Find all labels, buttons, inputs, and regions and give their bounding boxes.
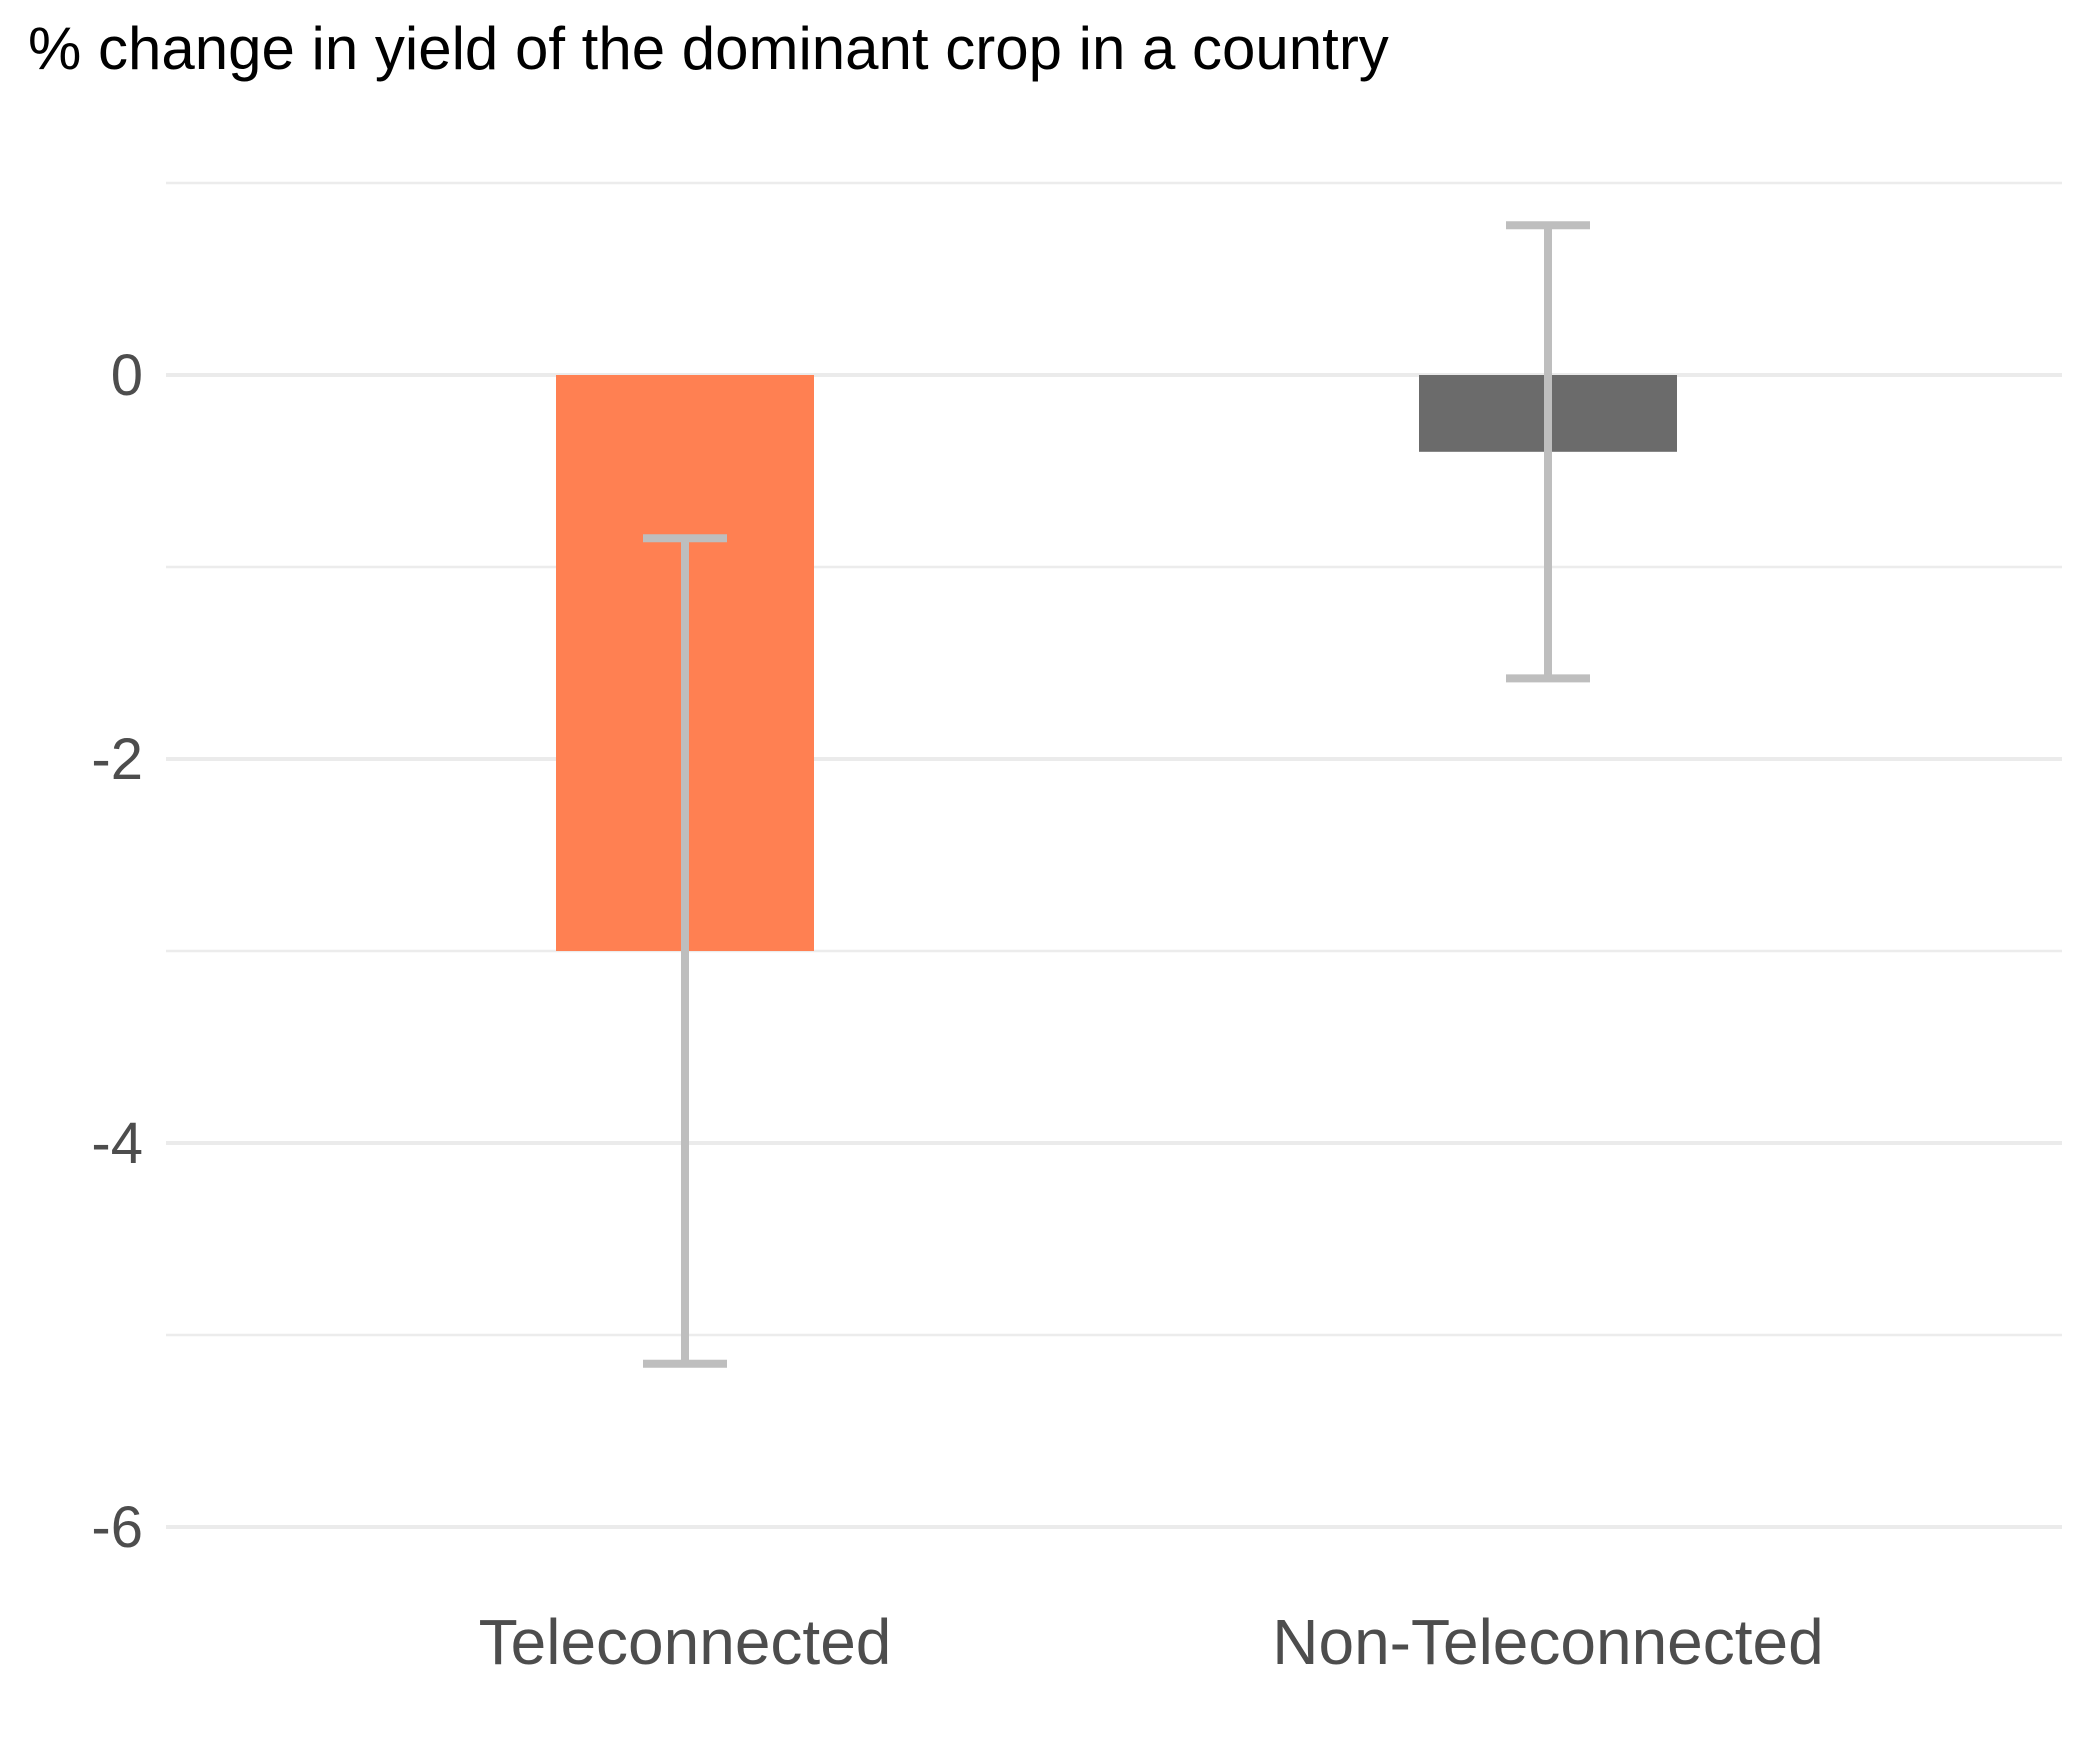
- x-tick-label: Teleconnected: [479, 1606, 892, 1678]
- x-tick-label: Non-Teleconnected: [1272, 1606, 1823, 1678]
- y-tick-label: 0: [111, 343, 143, 408]
- chart-title: % change in yield of the dominant crop i…: [28, 15, 1389, 82]
- y-tick-label: -4: [91, 1111, 143, 1176]
- y-tick-label: -6: [91, 1495, 143, 1560]
- y-tick-label: -2: [91, 727, 143, 792]
